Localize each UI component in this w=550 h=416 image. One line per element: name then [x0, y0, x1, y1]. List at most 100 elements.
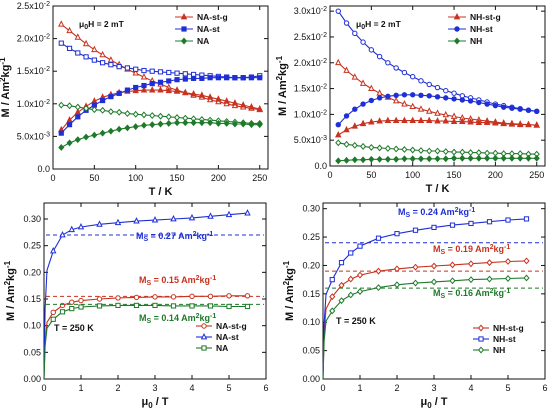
data-point	[417, 105, 425, 112]
data-point	[442, 117, 449, 124]
data-point	[375, 267, 382, 275]
ms-annotation: MS = 0.19 Am2kg-1	[433, 244, 510, 256]
data-point	[434, 147, 441, 155]
data-point	[66, 116, 73, 123]
data-point	[215, 119, 222, 127]
data-point	[207, 303, 214, 309]
data-point	[368, 155, 375, 163]
data-point	[509, 105, 515, 111]
data-point	[174, 70, 180, 76]
data-point	[189, 303, 195, 309]
data-point	[207, 75, 213, 81]
data-point	[393, 265, 401, 273]
data-point	[91, 131, 98, 139]
data-point	[516, 120, 524, 128]
y-tick-label: 1.5x10-2	[294, 84, 327, 94]
data-point	[199, 75, 205, 81]
data-point	[133, 217, 140, 224]
data-point	[182, 88, 189, 96]
y-tick-label: 2.0x10-2	[294, 58, 327, 68]
x-tick-label: 1	[78, 383, 83, 393]
data-point	[215, 95, 222, 102]
legend-label: NA-st	[216, 332, 239, 342]
data-point	[392, 96, 400, 104]
data-point	[74, 136, 81, 144]
data-point	[343, 156, 350, 164]
data-point	[352, 30, 358, 37]
data-point	[244, 293, 251, 299]
data-point	[475, 149, 482, 157]
data-point	[256, 121, 263, 129]
data-point	[525, 154, 532, 162]
series-line	[322, 277, 527, 380]
data-point	[207, 119, 214, 127]
data-point	[500, 154, 507, 162]
data-point	[198, 119, 205, 127]
data-point	[450, 154, 458, 162]
data-point	[91, 57, 97, 63]
y-axis-label: M / Am2kg-1	[0, 57, 12, 118]
y-tick-label: 0.00	[23, 374, 41, 384]
x-tick-label: 1	[357, 383, 362, 393]
data-point	[459, 154, 466, 162]
data-point	[360, 101, 366, 107]
data-point	[384, 116, 392, 123]
data-point	[83, 104, 90, 112]
data-point	[58, 144, 65, 151]
data-point	[376, 144, 383, 152]
data-point	[68, 225, 75, 233]
data-point	[523, 216, 530, 222]
data-point	[231, 99, 239, 106]
data-point	[223, 119, 230, 127]
data-point	[329, 277, 335, 283]
x-tick-label: 6	[542, 383, 547, 393]
data-point	[484, 154, 491, 162]
legend-label: NA-st	[197, 24, 220, 34]
data-point	[66, 139, 73, 147]
data-point	[517, 154, 524, 162]
legend-label: NH-st-g	[493, 323, 524, 333]
data-point	[409, 146, 416, 154]
data-point	[188, 213, 196, 221]
data-point	[329, 293, 336, 301]
data-point	[78, 297, 84, 304]
data-point	[409, 102, 416, 110]
data-point	[343, 20, 350, 26]
data-point	[207, 212, 214, 219]
data-point	[166, 69, 172, 76]
data-point	[434, 155, 441, 163]
data-point	[434, 84, 441, 91]
series-NH	[335, 139, 540, 165]
y-tick-label: 1.0x10-2	[17, 99, 50, 109]
data-point	[368, 97, 375, 104]
data-point	[368, 47, 375, 53]
series-NH-st	[322, 216, 543, 380]
data-point	[523, 257, 530, 265]
data-point	[165, 86, 172, 94]
data-point	[409, 155, 416, 163]
data-point	[91, 106, 98, 114]
data-point	[417, 147, 425, 154]
x-tick-label: 200	[211, 173, 226, 183]
y-tick-label: 0.0	[314, 161, 327, 171]
data-point	[492, 119, 499, 126]
data-point	[434, 109, 441, 116]
data-point	[78, 304, 84, 310]
data-point	[165, 113, 172, 121]
x-tick-label: 200	[488, 170, 503, 180]
data-point	[133, 84, 139, 91]
legend-label: NH	[493, 345, 505, 355]
x-tick-label: 50	[89, 173, 99, 183]
legend-label: NA-st-g	[197, 12, 228, 22]
data-point	[459, 117, 466, 125]
x-tick-label: 2	[394, 383, 399, 393]
data-point	[335, 139, 342, 147]
data-point	[140, 86, 148, 93]
data-point	[335, 122, 341, 128]
legend-label: NA	[216, 343, 228, 353]
data-point	[430, 262, 438, 270]
data-point	[165, 119, 172, 127]
data-point	[91, 97, 98, 104]
x-tick-label: 0	[327, 170, 332, 180]
ms-annotation: MS = 0.14 Am2kg-1	[139, 313, 216, 325]
